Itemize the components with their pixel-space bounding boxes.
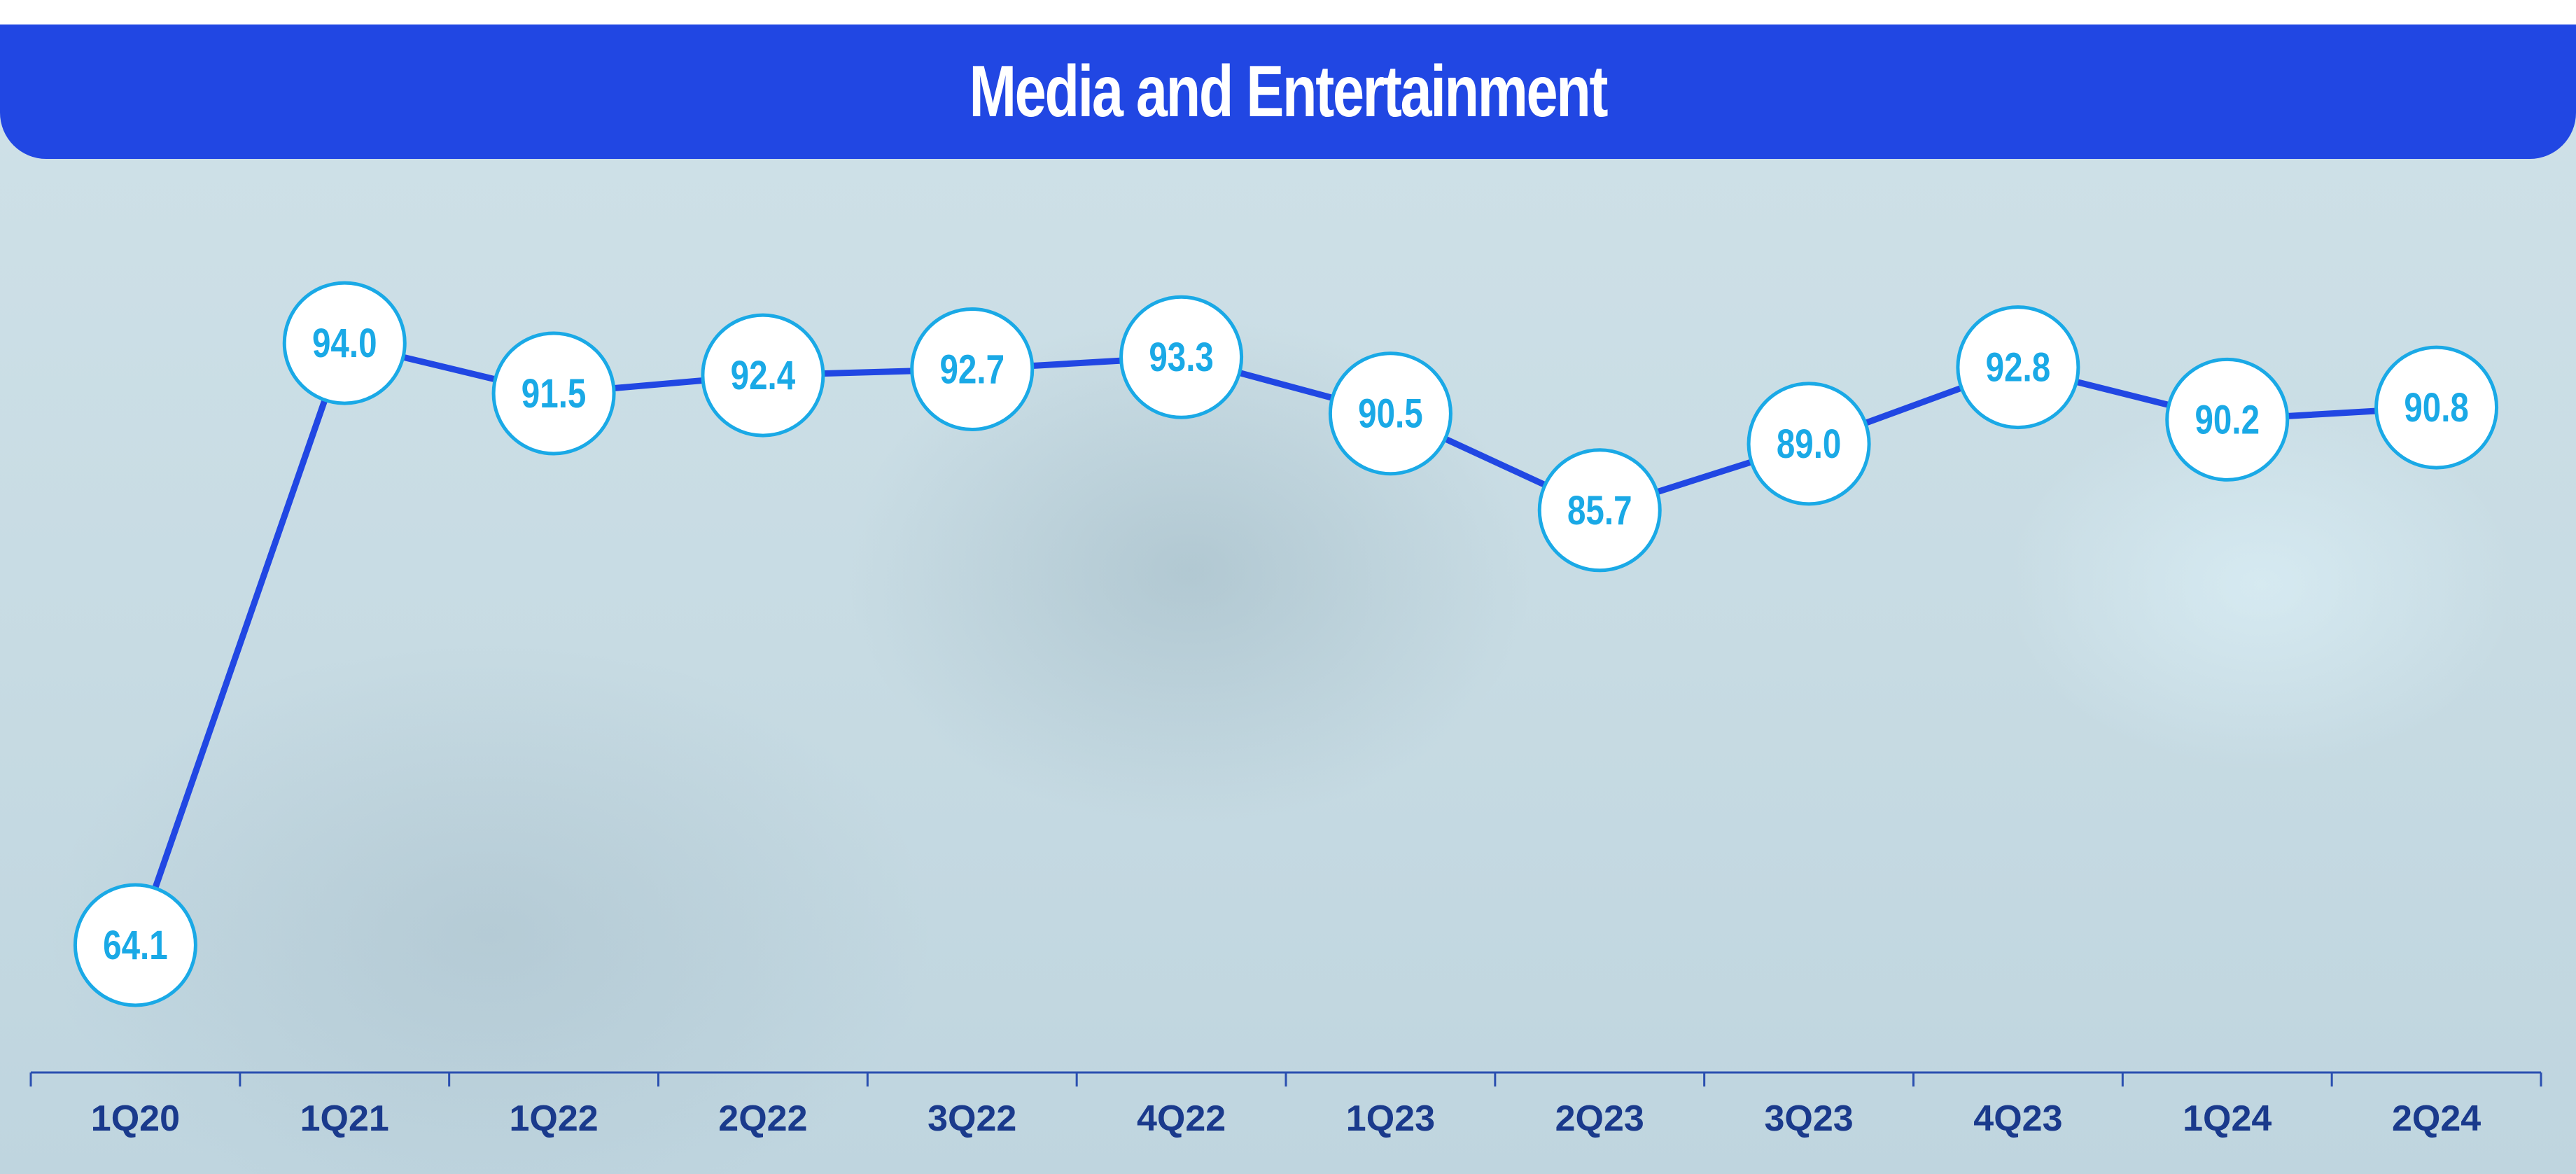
x-tick-label: 2Q23	[1555, 1098, 1644, 1139]
x-tick-label: 2Q24	[2392, 1098, 2481, 1139]
data-label: 94.0	[312, 321, 377, 367]
series-line	[132, 340, 2440, 949]
title-bar: Media and Entertainment	[0, 25, 2576, 159]
data-label: 92.4	[731, 354, 796, 399]
background-photo	[0, 25, 2576, 1174]
x-tick-label: 4Q23	[1973, 1098, 2062, 1139]
x-tick-label: 3Q23	[1764, 1098, 1853, 1139]
data-label: 89.0	[1777, 421, 1842, 467]
x-tick-label: 1Q21	[300, 1098, 389, 1139]
data-point-marker	[701, 313, 825, 438]
data-point-marker	[1746, 382, 1871, 506]
x-tick-label: 1Q20	[91, 1098, 180, 1139]
x-tick-label: 1Q22	[509, 1098, 598, 1139]
data-point-marker	[1956, 305, 2080, 430]
data-label: 92.8	[1986, 345, 2051, 391]
data-label: 64.1	[103, 923, 168, 969]
data-point-marker	[1119, 295, 1244, 419]
data-label: 92.7	[939, 347, 1004, 393]
x-tick-label: 2Q22	[718, 1098, 807, 1139]
data-point-marker	[1328, 351, 1452, 476]
data-point-marker	[2374, 345, 2499, 470]
x-tick-label: 4Q22	[1137, 1098, 1226, 1139]
data-point-marker	[73, 883, 197, 1007]
data-label: 90.5	[1358, 391, 1423, 437]
data-point-marker	[1537, 448, 1662, 573]
data-label: 90.2	[2194, 398, 2260, 443]
x-tick-label: 1Q23	[1346, 1098, 1435, 1139]
data-point-marker	[491, 331, 616, 456]
data-label: 90.8	[2404, 386, 2469, 431]
data-point-marker	[2165, 357, 2290, 482]
data-label: 91.5	[522, 372, 587, 417]
x-tick-label: 1Q24	[2183, 1098, 2272, 1139]
data-point-marker	[910, 307, 1035, 431]
chart-title: Media and Entertainment	[969, 50, 1609, 132]
data-label: 85.7	[1567, 488, 1632, 533]
x-tick-label: 3Q22	[927, 1098, 1016, 1139]
data-label: 93.3	[1149, 335, 1214, 381]
data-point-marker	[282, 281, 407, 405]
